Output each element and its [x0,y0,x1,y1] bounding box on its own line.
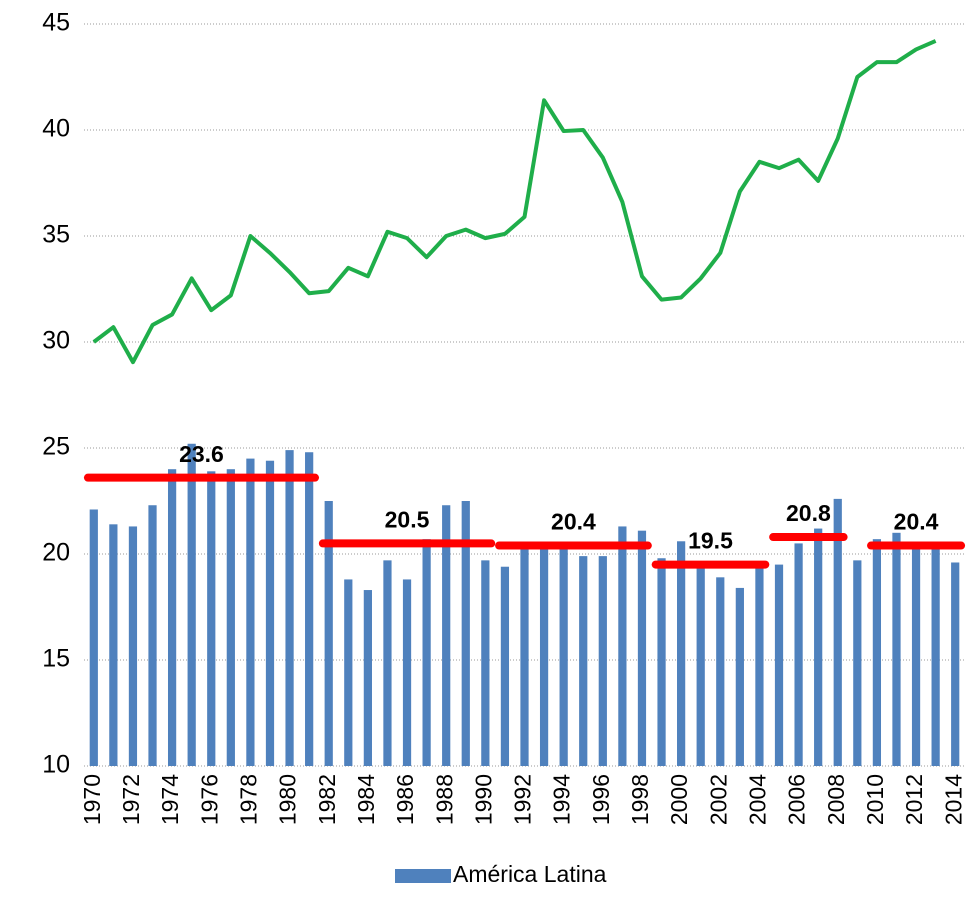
bar [148,505,157,766]
bar [853,560,862,766]
x-tick-label: 1988 [431,774,457,825]
y-tick-label: 25 [42,433,70,461]
bar [637,530,647,766]
bar [422,539,431,766]
x-tick-label: 2002 [705,774,731,825]
bar [500,566,510,766]
x-tick-label: 1984 [353,774,379,825]
bar [872,539,882,766]
bar [383,560,392,766]
average-label: 20.5 [385,506,430,532]
x-tick-label: 2014 [940,774,966,825]
average-label: 20.4 [551,509,596,535]
y-tick-label: 45 [42,9,70,37]
x-tick-label: 1976 [196,774,222,825]
x-tick-label: 1972 [118,774,144,825]
x-tick-label: 1994 [549,774,575,825]
bar [226,469,235,766]
x-tick-label: 2006 [784,774,810,825]
bar [911,547,921,766]
bar [520,547,529,766]
bar [579,556,588,766]
bar [167,469,177,766]
x-tick-label: 1992 [510,774,536,825]
bar [618,526,627,766]
bar [363,590,372,766]
x-tick-label: 1974 [157,774,183,825]
x-tick-label: 1982 [314,774,340,825]
x-tick-label: 2008 [823,774,849,825]
y-tick-label: 35 [42,221,70,249]
x-tick-label: 1970 [79,774,105,825]
bar [794,543,803,766]
average-label: 20.4 [894,509,939,535]
average-label: 19.5 [688,528,733,554]
bar [657,558,666,766]
x-tick-label: 1990 [470,774,496,825]
x-tick-label: 2010 [862,774,888,825]
x-tick-label: 2012 [901,774,927,825]
x-tick-label: 1980 [275,774,301,825]
bar [814,528,823,766]
bar [951,562,960,766]
bar [716,577,725,766]
x-tick-label: 1986 [392,774,418,825]
x-tick-label: 1996 [588,774,614,825]
bar [735,587,744,766]
legend-label: América Latina [453,861,607,887]
y-tick-label: 40 [42,115,70,143]
bar [774,564,784,766]
bar [187,443,196,766]
legend-swatch [395,869,451,883]
y-tick-label: 20 [42,539,70,567]
bar [539,543,549,766]
x-tick-label: 2004 [745,774,771,825]
bar [344,579,353,766]
bar [755,564,764,766]
bar [265,460,275,766]
bar [892,532,901,766]
x-tick-label: 1998 [627,774,653,825]
average-label: 23.6 [179,441,224,467]
bar [461,501,470,766]
bar [677,541,686,766]
y-tick-label: 15 [42,645,70,673]
bar [324,501,333,766]
bar [246,458,255,766]
line [92,39,937,365]
bar [305,452,314,766]
bar [285,450,294,766]
bar [833,498,842,766]
bar [128,526,138,766]
bar [402,579,412,766]
bar [931,543,940,766]
y-tick-label: 10 [42,751,70,779]
bar [559,545,568,766]
bar [481,560,490,766]
bar [598,556,607,766]
bar [89,509,98,766]
bar [442,505,451,766]
average-label: 20.8 [786,500,831,526]
x-tick-label: 1978 [235,774,261,825]
x-tick-label: 2000 [666,774,692,825]
y-tick-label: 30 [42,327,70,355]
bar [109,524,118,766]
bar [696,566,705,766]
bar [207,471,216,766]
